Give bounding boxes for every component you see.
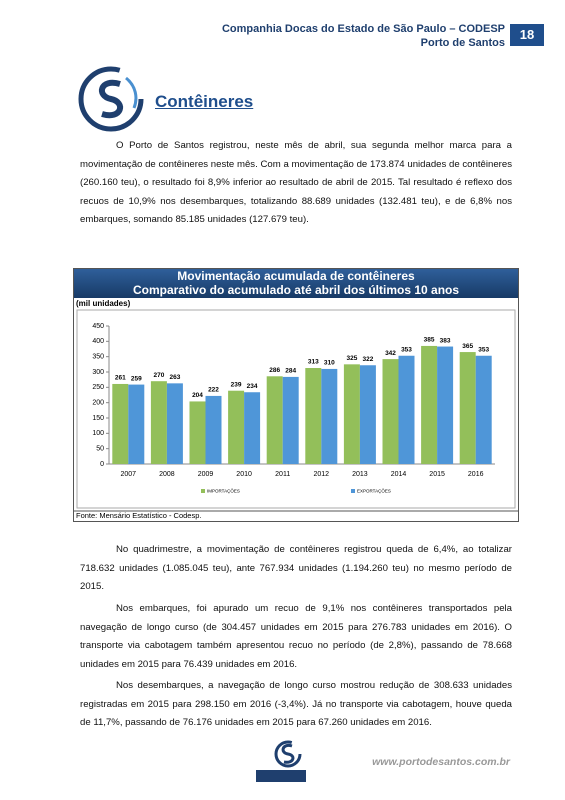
y-tick-label: 50	[96, 446, 104, 453]
bar	[421, 345, 438, 464]
bar	[150, 381, 167, 464]
x-tick-label: 2008	[159, 471, 175, 478]
value-label: 365	[462, 343, 473, 350]
y-tick-label: 200	[92, 400, 104, 407]
source: Fonte: Mensário Estatístico - Codesp.	[76, 511, 201, 520]
bar	[398, 355, 415, 464]
value-label: 270	[153, 372, 164, 379]
value-label: 259	[131, 375, 142, 382]
x-tick-label: 2011	[275, 471, 290, 478]
bar	[228, 390, 245, 464]
value-label: 286	[269, 367, 280, 374]
title-band	[74, 269, 518, 298]
bar	[112, 383, 129, 464]
y-tick-label: 150	[92, 415, 104, 422]
y-tick-label: 350	[92, 354, 104, 361]
y-tick-label: 100	[92, 430, 104, 437]
paragraph: O Porto de Santos registrou, neste mês d…	[80, 140, 512, 225]
x-tick-label: 2015	[429, 471, 445, 478]
page-number: 18	[510, 24, 544, 46]
x-tick-label: 2010	[236, 471, 252, 478]
footer-logo	[256, 740, 306, 782]
value-label: 310	[324, 360, 335, 367]
value-label: 261	[115, 375, 126, 382]
chart: Movimentação acumulada de contêineres Co…	[73, 268, 519, 522]
section-title: Contêineres	[155, 92, 254, 111]
bar	[343, 364, 360, 464]
bar	[244, 392, 261, 464]
x-tick-label: 2007	[121, 471, 137, 478]
bar	[305, 368, 322, 464]
x-tick-label: 2013	[352, 471, 368, 478]
x-tick-label: 2016	[468, 471, 484, 478]
value-label: 353	[401, 346, 412, 353]
value-label: 239	[231, 381, 242, 388]
legend-swatch	[351, 489, 355, 493]
y-tick-label: 300	[92, 369, 104, 376]
bar	[166, 383, 183, 464]
bar	[459, 352, 476, 464]
bar	[266, 376, 283, 464]
logo	[78, 66, 144, 132]
plot-frame	[76, 309, 516, 509]
value-label: 234	[247, 383, 258, 390]
chart-title: Movimentação acumulada de contêineres	[177, 269, 415, 283]
x-tick-label: 2014	[391, 471, 407, 478]
bar	[128, 384, 145, 464]
value-label: 383	[440, 337, 451, 344]
bar	[359, 365, 376, 464]
bar	[475, 355, 492, 464]
footer-url: www.portodesantos.com.br	[372, 756, 510, 768]
value-label: 204	[192, 392, 203, 399]
y-axis-label: (mil unidades)	[76, 299, 131, 308]
y-tick-label: 450	[92, 323, 104, 330]
bar	[189, 401, 206, 464]
value-label: 322	[362, 356, 373, 363]
y-tick-label: 250	[92, 384, 104, 391]
header: Companhia Docas do Estado de São Paulo –…	[222, 22, 505, 50]
value-label: 325	[346, 355, 357, 362]
value-label: 353	[478, 346, 489, 353]
legend-label: EXPORTAÇÕES	[357, 488, 391, 494]
bar	[437, 346, 454, 464]
bar	[321, 368, 338, 464]
value-label: 263	[169, 374, 180, 381]
y-tick-label: 400	[92, 338, 104, 345]
y-tick-label: 0	[100, 461, 104, 468]
x-tick-label: 2009	[198, 471, 214, 478]
bar	[205, 395, 222, 464]
value-label: 342	[385, 350, 396, 357]
legend-swatch	[201, 489, 205, 493]
paragraph: Nos embarques, foi apurado um recuo de 9…	[80, 603, 512, 670]
chart-subtitle: Comparativo do acumulado até abril dos ú…	[133, 283, 459, 297]
paragraph: No quadrimestre, a movimentação de contê…	[80, 544, 512, 592]
paragraph: Nos desembarques, a navegação de longo c…	[80, 680, 512, 728]
x-tick-label: 2012	[314, 471, 330, 478]
value-label: 222	[208, 387, 219, 394]
bar	[282, 376, 299, 464]
value-label: 385	[424, 337, 435, 344]
value-label: 313	[308, 359, 319, 366]
bar	[382, 359, 399, 464]
legend-label: IMPORTAÇÕES	[207, 488, 240, 494]
value-label: 284	[285, 368, 296, 375]
company: Companhia Docas do Estado de São Paulo –…	[221, 23, 505, 35]
port: Porto de Santos	[420, 37, 505, 49]
